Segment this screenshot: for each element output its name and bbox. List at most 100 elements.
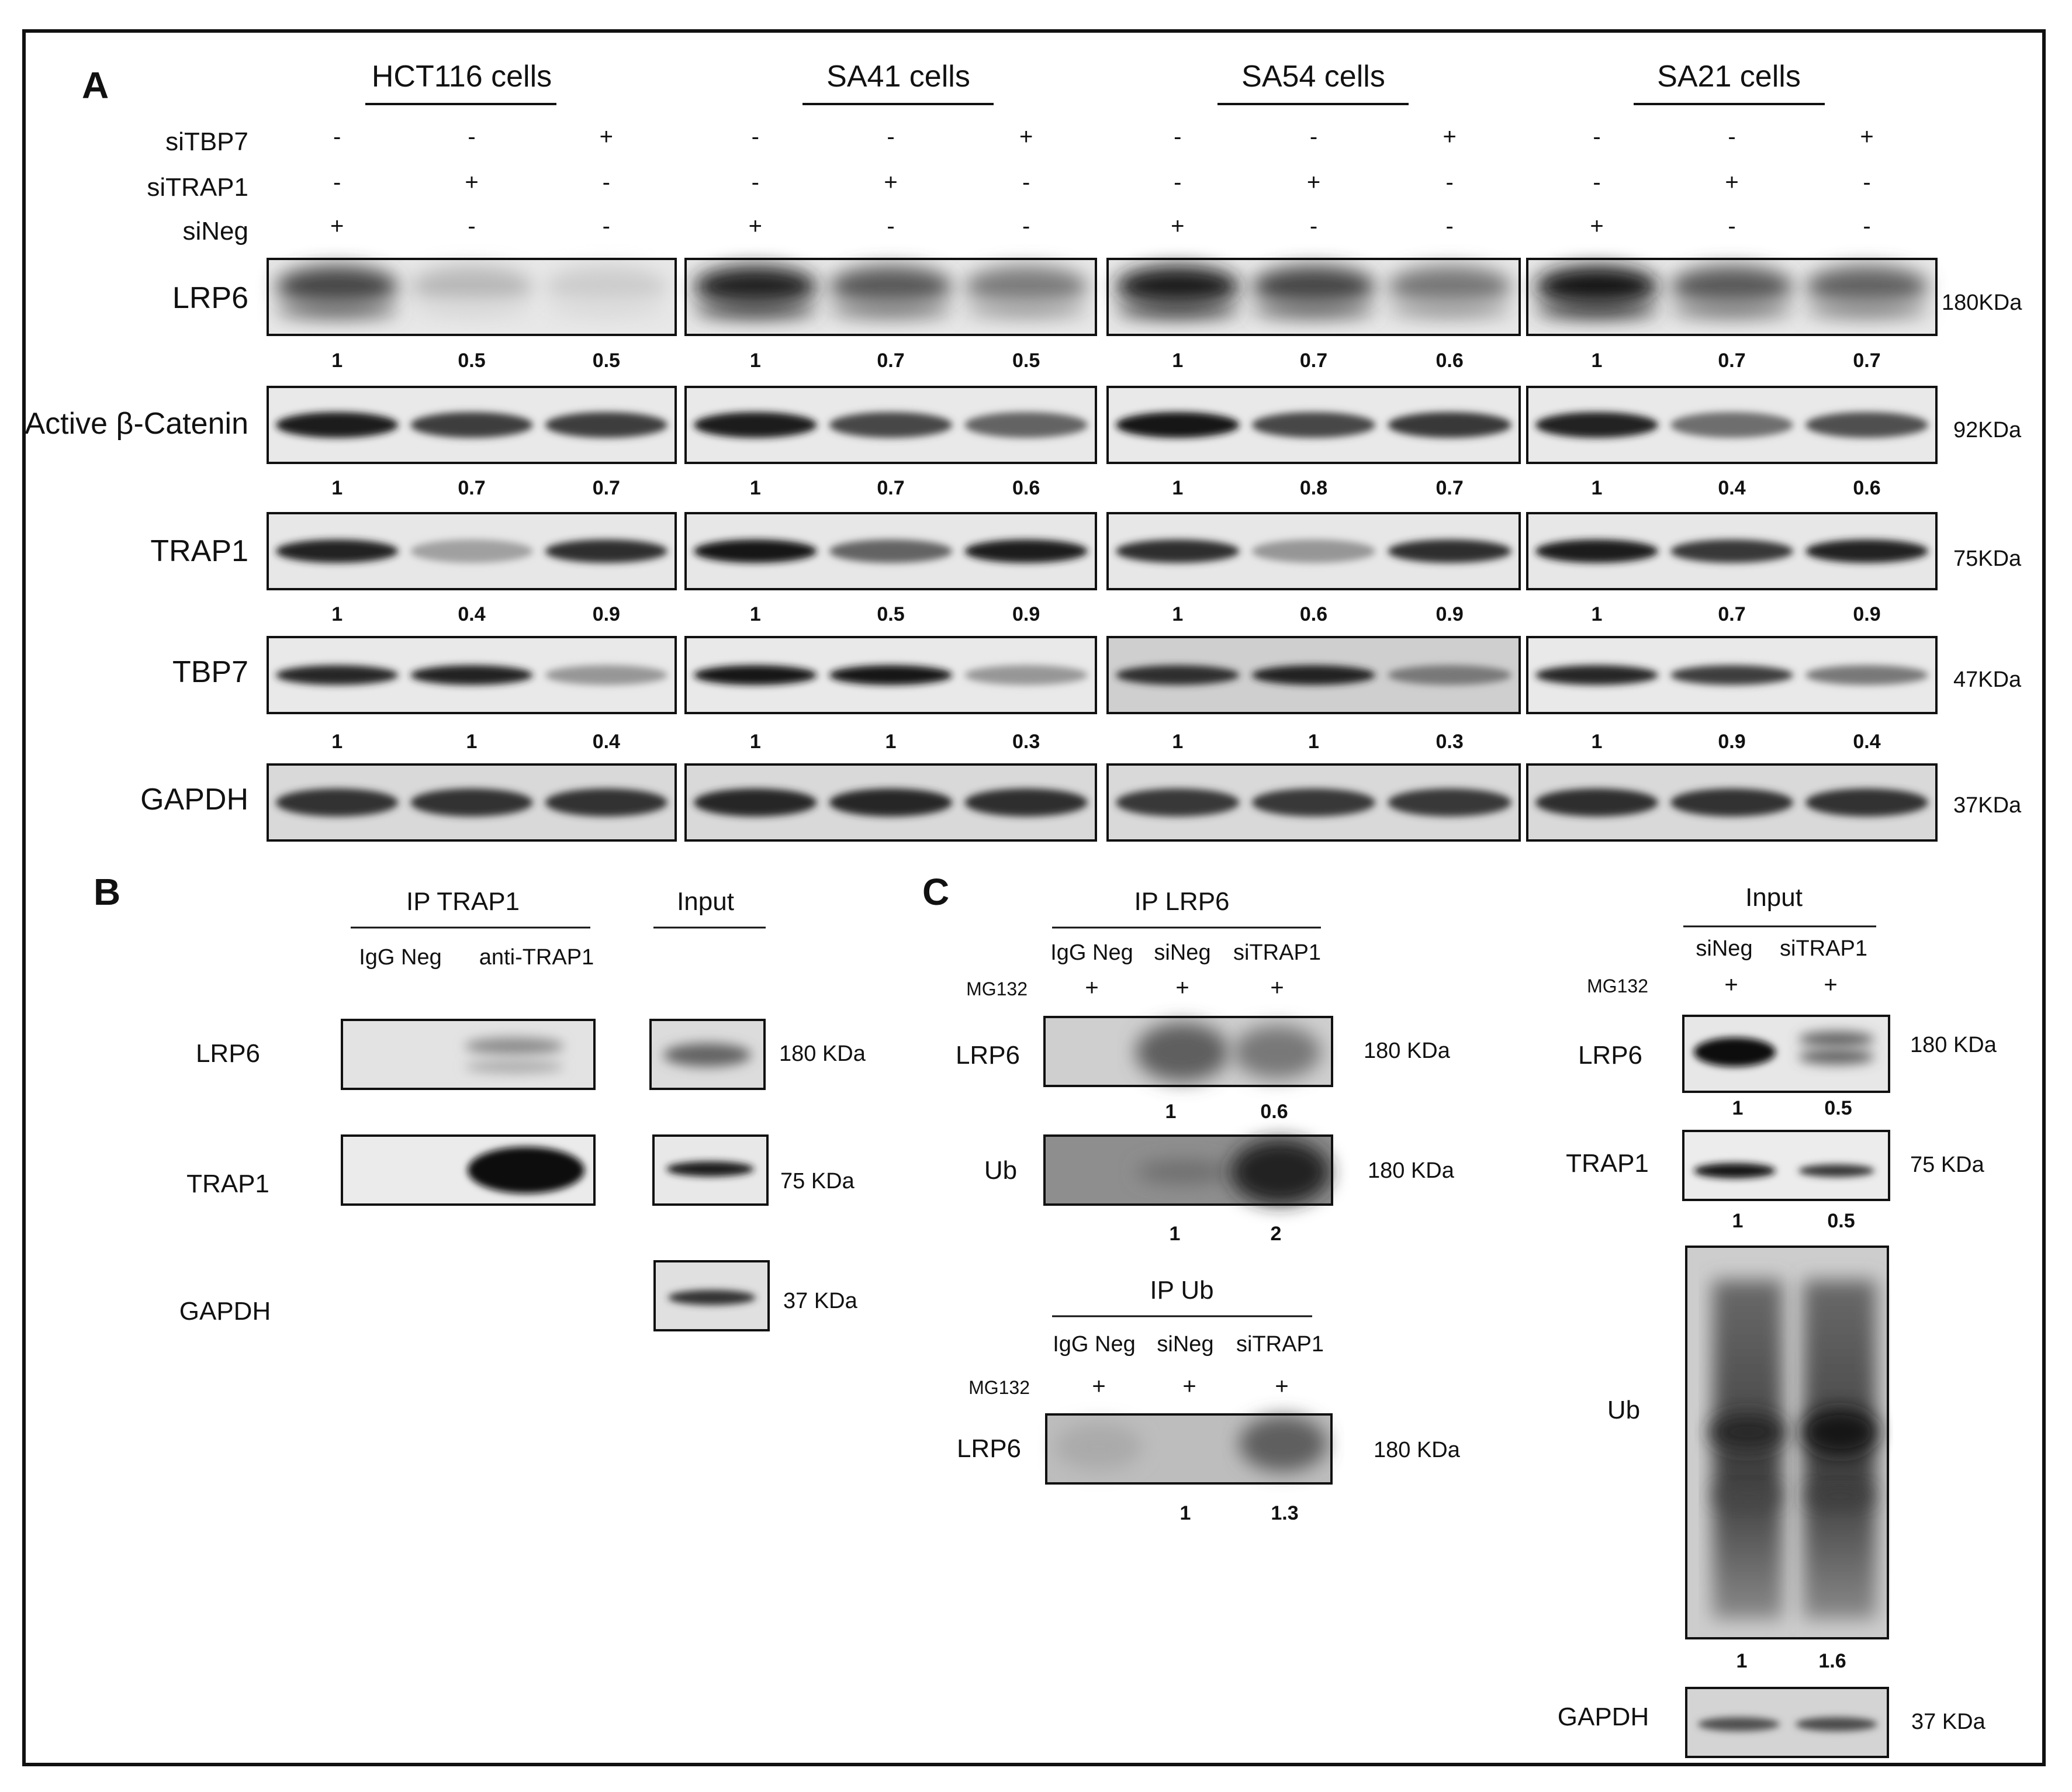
quant-value: 0.7: [877, 477, 904, 499]
ip-ub-sign-1: +: [1092, 1374, 1105, 1399]
band: [1388, 665, 1511, 685]
quant-value: 1: [750, 477, 761, 499]
ip-lrp6-lane-sineg: siNeg: [1154, 940, 1210, 965]
condition-sign: +: [1171, 213, 1184, 239]
band: [1670, 412, 1793, 438]
band-lrp6: [1805, 266, 1928, 307]
quant-value: 1: [1592, 350, 1603, 372]
band: [1805, 539, 1928, 563]
condition-sign: -: [1174, 124, 1181, 150]
condition-sign: +: [600, 124, 613, 150]
quant-value: 0.7: [877, 350, 904, 372]
blot-b-input-lrp6: [649, 1019, 766, 1090]
ip-ub-lane-sitrap1: siTRAP1: [1236, 1332, 1324, 1357]
band: [1670, 665, 1793, 685]
band: [545, 539, 668, 563]
band-lrp6: [1116, 266, 1240, 307]
cell-header-sa54: SA54 cells: [1241, 60, 1385, 94]
blot-a-1-2: [1106, 386, 1521, 464]
ip-ub-size-lrp6: 180 KDa: [1374, 1438, 1461, 1462]
band-gapdh: [1796, 1717, 1877, 1731]
ip-ub-treatment: MG132: [968, 1377, 1030, 1398]
quant-value: 0.6: [1300, 603, 1327, 625]
blot-a-4-2: [1106, 763, 1521, 842]
ip-lrp6-lane-sitrap1: siTRAP1: [1233, 940, 1321, 965]
condition-sign: -: [603, 213, 610, 239]
blot-label-trap1: TRAP1: [150, 534, 248, 568]
cell-header-sa41: SA41 cells: [826, 60, 970, 94]
band-lrp6-lower: [1798, 1049, 1874, 1064]
blot-a-3-0: [267, 636, 677, 714]
condition-label-sineg: siNeg: [183, 217, 249, 245]
condition-sign: +: [1590, 213, 1603, 239]
quant-value: 0.6: [1436, 350, 1464, 372]
blot-label-gapdh: GAPDH: [140, 783, 248, 817]
band: [275, 665, 399, 685]
band: [1388, 788, 1511, 817]
band: [1116, 665, 1240, 685]
input-c-lane-sitrap1: siTRAP1: [1780, 936, 1867, 961]
condition-sign: -: [1445, 169, 1453, 195]
blot-c-input-lrp6: [1682, 1015, 1890, 1093]
band-lrp6-lower: [465, 1060, 564, 1073]
condition-signs: - - + - + - + - - - - + - + - + - - - - + - + - + - - - - + - + - + - -: [330, 124, 1874, 239]
blot-a-4-3: [1526, 763, 1938, 842]
quant-value: 0.9: [1012, 603, 1040, 625]
blot-a-3-1: [684, 636, 1097, 714]
ip-lrp6-lane-igg-neg: IgG Neg: [1050, 940, 1133, 965]
band-lrp6-lower: [964, 301, 1088, 319]
quant-value: 0.4: [1853, 731, 1880, 753]
blot-row-labels: LRP6 Active β-Catenin TRAP1 TBP7 GAPDH: [25, 281, 248, 817]
size-markers: 180KDa 92KDa 75KDa 47KDa 37KDa: [1942, 290, 2022, 818]
quant-value: 1: [1592, 731, 1603, 753]
quant-value: 0.8: [1300, 477, 1327, 499]
blot-b-input-gapdh: [653, 1260, 770, 1331]
band: [829, 788, 953, 817]
quant-value: 1: [1172, 350, 1183, 372]
band: [694, 788, 817, 817]
band: [694, 539, 817, 563]
band-lrp6: [1233, 1026, 1321, 1078]
band: [829, 412, 953, 438]
band-lrp6-lower: [545, 301, 668, 319]
band-ub: [1710, 1414, 1786, 1449]
blot-a-4-0: [267, 763, 677, 842]
quant-value: 0.5: [1012, 350, 1040, 372]
quant-value: 0.3: [1012, 731, 1040, 753]
input-c-quant-trap1-sineg: 1: [1732, 1210, 1744, 1232]
quant-value: 1: [331, 603, 343, 625]
quant-value: 0.6: [1012, 477, 1040, 499]
quant-value: 1: [1592, 477, 1603, 499]
blot-a-0-0: [267, 258, 677, 336]
panel-c-blots: [1043, 1015, 1890, 1758]
band: [1670, 539, 1793, 563]
band: [1670, 788, 1793, 817]
quant-value: 0.7: [1300, 350, 1327, 372]
size-marker-37: 37KDa: [1953, 793, 2022, 818]
band: [275, 788, 399, 817]
ip-ub-lane-sineg: siNeg: [1157, 1332, 1213, 1357]
quant-value: 0.7: [1718, 350, 1745, 372]
band-lrp6: [1694, 1037, 1776, 1067]
quant-value: 0.6: [1853, 477, 1880, 499]
input-c-lane-sineg: siNeg: [1696, 936, 1752, 961]
panel-b-lane-anti-trap1: anti-TRAP1: [479, 945, 594, 970]
quant-value: 0.4: [1718, 477, 1745, 499]
blot-c-input-gapdh: [1685, 1687, 1889, 1758]
cell-header-hct116: HCT116 cells: [372, 60, 552, 94]
blot-c-iplrp6-lrp6: [1043, 1016, 1333, 1087]
condition-sign: -: [1863, 169, 1870, 195]
blot-a-0-1: [684, 258, 1097, 336]
condition-sign: +: [749, 213, 762, 239]
input-c-treatment: MG132: [1587, 975, 1648, 997]
quant-value: 0.5: [593, 350, 620, 372]
band: [964, 665, 1088, 685]
band-trap1: [1798, 1164, 1874, 1177]
condition-sign: -: [1728, 213, 1735, 239]
band: [964, 412, 1088, 438]
quant-value: 0.7: [1718, 603, 1745, 625]
panel-b-blots: [341, 1019, 770, 1331]
blot-b-input-trap1: [652, 1134, 769, 1206]
quant-value: 0.5: [458, 350, 485, 372]
band: [545, 412, 668, 438]
